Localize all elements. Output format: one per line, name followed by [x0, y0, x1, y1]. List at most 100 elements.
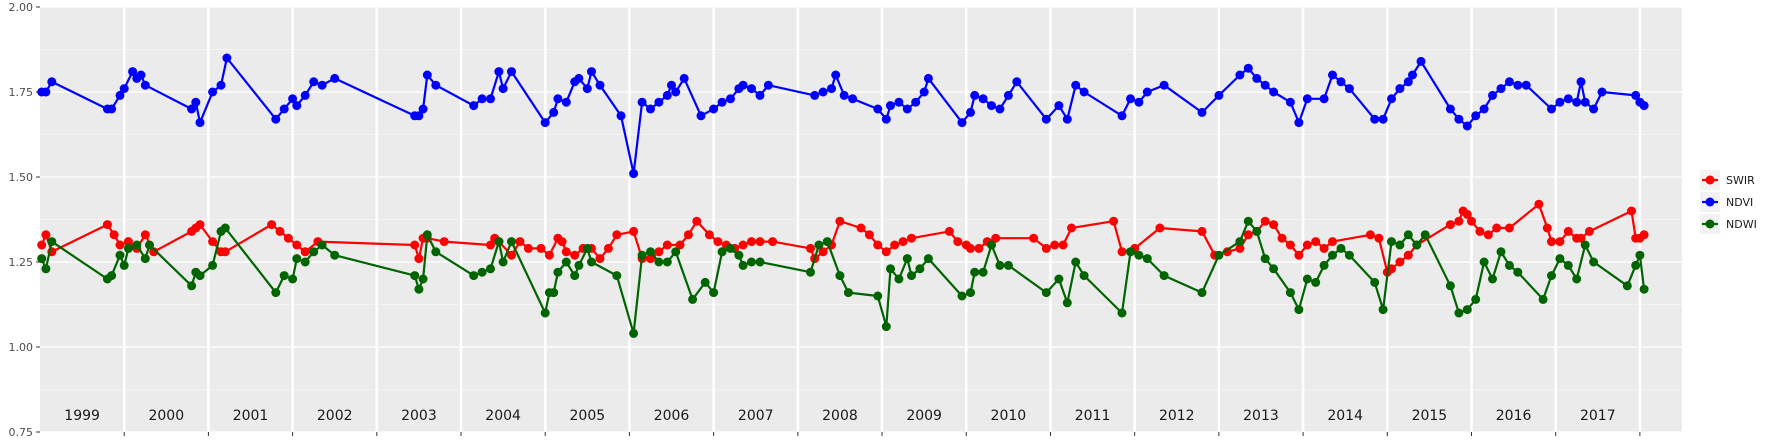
data-point-swir	[944, 226, 954, 236]
data-point-ndvi	[1134, 97, 1144, 107]
data-point-ndvi	[637, 97, 647, 107]
data-point-ndwi	[1311, 277, 1321, 287]
data-point-ndwi	[1260, 254, 1270, 264]
data-point-swir	[41, 230, 51, 240]
data-point-swir	[907, 233, 916, 243]
data-point-ndwi	[1041, 288, 1051, 298]
data-point-ndwi	[119, 260, 129, 270]
data-point-ndwi	[317, 240, 327, 250]
data-point-swir	[507, 250, 516, 260]
data-point-ndvi	[1260, 80, 1270, 90]
data-point-swir	[1260, 216, 1270, 226]
data-point-swir	[1584, 226, 1594, 236]
data-point-ndwi	[37, 254, 47, 264]
data-point-ndvi	[818, 87, 828, 97]
data-point-ndwi	[915, 264, 925, 274]
data-point-ndwi	[410, 271, 420, 281]
data-point-swir	[1547, 237, 1556, 247]
data-point-swir	[283, 233, 293, 243]
year-label: 2016	[1496, 408, 1532, 424]
data-point-ndvi	[1563, 94, 1573, 104]
data-point-ndwi	[123, 243, 133, 253]
data-point-swir	[1041, 243, 1051, 253]
data-point-swir	[683, 230, 693, 240]
data-point-ndwi	[1003, 260, 1013, 270]
data-point-ndvi	[553, 94, 563, 104]
data-point-swir	[713, 237, 723, 247]
year-label: 2017	[1580, 408, 1616, 424]
data-point-ndwi	[1462, 305, 1472, 315]
data-point-ndwi	[1159, 271, 1169, 281]
data-point-swir	[1445, 220, 1455, 230]
data-point-ndwi	[1294, 305, 1304, 315]
data-point-swir	[1555, 237, 1565, 247]
data-point-ndwi	[726, 243, 735, 253]
data-point-ndwi	[637, 250, 647, 260]
data-point-ndvi	[1403, 77, 1413, 87]
data-point-ndwi	[1395, 240, 1405, 250]
legend-key-point	[1705, 175, 1715, 185]
data-point-ndvi	[1302, 94, 1312, 104]
year-label: 2001	[233, 408, 269, 424]
data-point-swir	[1639, 230, 1649, 240]
legend-item-ndvi: NDVI	[1700, 192, 1753, 212]
data-point-ndvi	[469, 101, 479, 111]
data-point-ndvi	[1639, 101, 1649, 111]
data-point-ndwi	[1547, 271, 1556, 281]
data-point-ndvi	[136, 70, 146, 80]
data-point-swir	[410, 240, 420, 250]
data-point-swir	[1197, 226, 1207, 236]
legend-label: SWIR	[1726, 174, 1755, 187]
data-point-ndvi	[1471, 111, 1481, 121]
y-tick-label: 1.25	[9, 256, 34, 269]
data-point-ndvi	[494, 67, 504, 77]
data-point-ndvi	[1159, 80, 1169, 90]
data-point-ndvi	[1126, 94, 1135, 104]
legend-item-ndwi: NDWI	[1700, 214, 1757, 234]
data-point-swir	[439, 237, 449, 247]
data-point-ndwi	[700, 277, 710, 287]
data-point-swir	[1542, 223, 1552, 233]
data-point-ndvi	[187, 104, 197, 114]
data-point-swir	[662, 240, 672, 250]
data-point-ndvi	[1454, 114, 1464, 124]
data-point-ndvi	[1445, 104, 1455, 114]
data-point-ndwi	[195, 271, 205, 281]
data-point-ndvi	[616, 111, 626, 121]
data-point-ndwi	[1252, 226, 1262, 236]
data-point-ndvi	[41, 87, 51, 97]
data-point-swir	[1454, 216, 1464, 226]
data-point-ndvi	[1589, 104, 1599, 114]
data-point-swir	[974, 243, 984, 253]
data-point-ndvi	[763, 80, 773, 90]
data-point-swir	[595, 254, 605, 264]
data-point-ndvi	[995, 104, 1005, 114]
data-point-swir	[864, 230, 874, 240]
data-point-ndvi	[1336, 77, 1346, 87]
data-point-ndwi	[1197, 288, 1207, 298]
data-point-swir	[856, 223, 866, 233]
data-point-swir	[991, 233, 1001, 243]
data-point-ndvi	[1243, 63, 1253, 73]
data-point-ndwi	[574, 260, 584, 270]
data-point-ndvi	[1003, 90, 1013, 100]
data-point-swir	[1504, 223, 1514, 233]
data-point-ndvi	[671, 87, 681, 97]
data-point-ndwi	[894, 274, 904, 284]
data-point-ndvi	[292, 101, 302, 111]
data-point-ndvi	[987, 101, 996, 111]
data-point-ndwi	[469, 271, 479, 281]
data-point-ndwi	[970, 267, 980, 277]
year-label: 2006	[654, 408, 690, 424]
data-point-ndwi	[1496, 247, 1506, 257]
data-point-ndwi	[1445, 281, 1455, 291]
data-point-swir	[515, 237, 525, 247]
data-point-swir	[1467, 216, 1476, 226]
data-point-ndvi	[1344, 84, 1354, 94]
year-label: 2010	[991, 408, 1027, 424]
data-point-swir	[1067, 223, 1076, 233]
data-point-ndwi	[835, 271, 845, 281]
data-point-ndvi	[1572, 97, 1582, 107]
data-point-ndwi	[978, 267, 988, 277]
data-point-swir	[275, 226, 285, 236]
